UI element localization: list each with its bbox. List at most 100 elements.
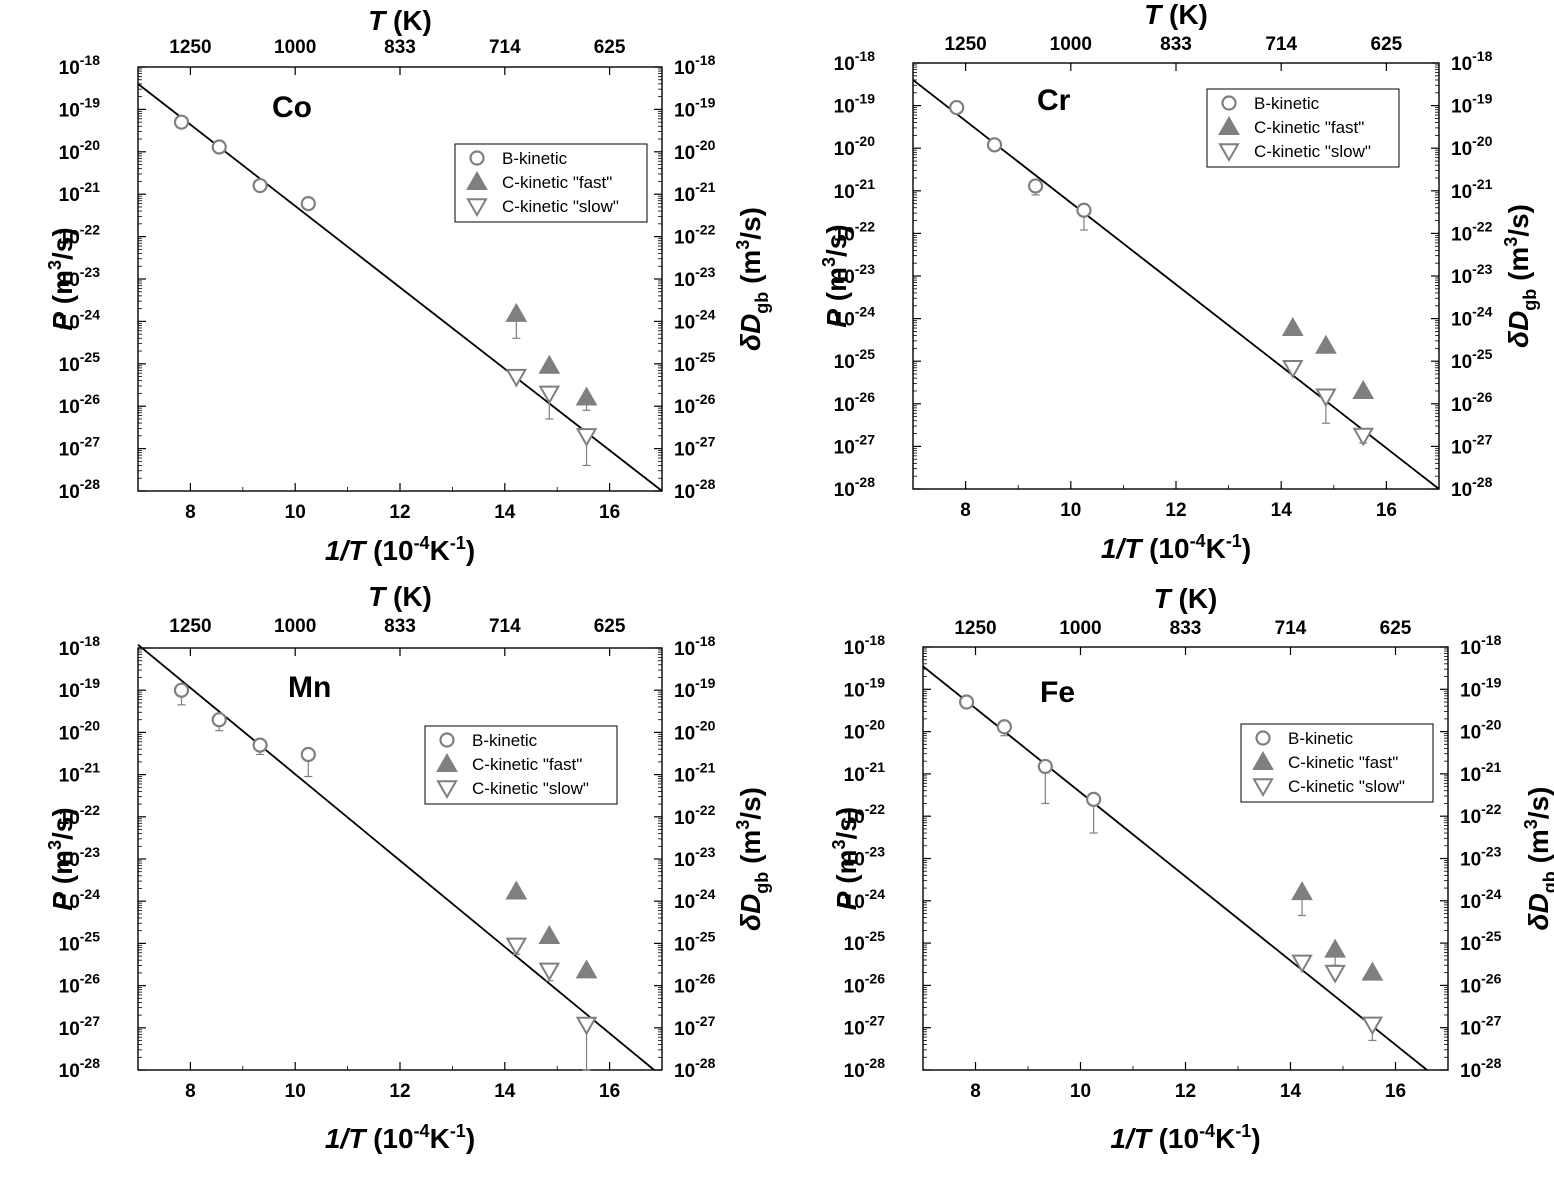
top-tick-label: 833 xyxy=(384,616,416,637)
data-point xyxy=(538,924,561,944)
y-tick-label: 10-23 xyxy=(59,844,101,871)
y2-tick-label: 10-23 xyxy=(674,844,716,871)
y2-tick-label: 10-21 xyxy=(1451,176,1493,203)
y-tick-label: 10-28 xyxy=(59,1055,101,1082)
y-tick-label: 10-27 xyxy=(59,1013,101,1040)
top-tick-label: 625 xyxy=(594,37,626,58)
panel-mn: Mn 10-18 10-18 10-19 10-19 10-20 10-20 10-21 10… xyxy=(45,581,772,1154)
y-axis-title: P (m3/s) xyxy=(45,807,78,910)
y2-tick-label: 10-26 xyxy=(1460,970,1502,997)
x-tick-label: 14 xyxy=(1271,500,1293,521)
data-point xyxy=(575,1016,598,1036)
y-tick-label: 10-21 xyxy=(59,760,101,787)
data-point xyxy=(1315,388,1337,408)
legend-label: C-kinetic "slow" xyxy=(1254,142,1371,161)
y2-tick-label: 10-28 xyxy=(1451,474,1493,501)
x-tick-label: 14 xyxy=(494,502,516,523)
y2-tick-label: 10-25 xyxy=(674,928,716,955)
panel-title: Fe xyxy=(1040,676,1075,709)
x-tick-label: 8 xyxy=(185,1081,196,1102)
y2-tick-label: 10-23 xyxy=(1451,261,1493,288)
fit-line xyxy=(137,83,663,492)
x-tick-label: 8 xyxy=(970,1081,981,1102)
legend-marker xyxy=(466,198,488,218)
legend-marker xyxy=(1252,750,1274,770)
legend-marker xyxy=(436,780,458,800)
top-axis-title: T (K) xyxy=(368,581,432,612)
y2-axis-title: δDgb (m3/s) xyxy=(1501,204,1540,348)
data-point xyxy=(538,354,561,374)
top-axis-title: T (K) xyxy=(1144,0,1208,30)
panel-title: Cr xyxy=(1037,84,1071,117)
top-tick-label: 1250 xyxy=(954,618,996,639)
y2-tick-label: 10-28 xyxy=(674,476,716,503)
y-tick-label: 10-21 xyxy=(59,179,101,206)
top-tick-label: 1000 xyxy=(1059,618,1101,639)
legend-box xyxy=(454,143,648,223)
y2-tick-label: 10-25 xyxy=(674,349,716,376)
y2-tick-label: 10-20 xyxy=(674,137,716,164)
y2-tick-label: 10-27 xyxy=(1460,1013,1502,1040)
legend-label: C-kinetic "fast" xyxy=(502,173,612,192)
y2-tick-label: 10-22 xyxy=(1460,801,1502,828)
y2-tick-label: 10-24 xyxy=(674,306,716,333)
top-tick-label: 714 xyxy=(1265,34,1297,55)
y2-tick-label: 10-26 xyxy=(674,971,716,998)
x-axis-title: 1/T (10-4K-1) xyxy=(1110,1121,1260,1154)
x-tick-label: 14 xyxy=(494,1081,516,1102)
y2-tick-label: 10-20 xyxy=(674,717,716,744)
legend-marker xyxy=(466,170,488,190)
y-tick-label: 10-20 xyxy=(59,137,101,164)
top-tick-label: 714 xyxy=(489,616,521,637)
legend-label: C-kinetic "slow" xyxy=(472,779,589,798)
legend-marker xyxy=(436,752,458,772)
series-2 xyxy=(505,368,598,467)
y2-tick-label: 10-26 xyxy=(1451,389,1493,416)
data-point xyxy=(1027,178,1044,194)
y2-tick-label: 10-18 xyxy=(674,633,716,660)
y-axis-title: P (m3/s) xyxy=(819,224,852,327)
top-tick-label: 1250 xyxy=(944,34,986,55)
data-point xyxy=(1291,881,1313,901)
data-point xyxy=(538,962,561,982)
legend-label: C-kinetic "fast" xyxy=(1288,753,1398,772)
series-0 xyxy=(173,682,316,778)
y-tick-label: 10-27 xyxy=(844,1013,886,1040)
legend-marker xyxy=(1252,778,1274,798)
data-point xyxy=(505,880,528,900)
legend-label: B-kinetic xyxy=(502,149,568,168)
legend-label: C-kinetic "fast" xyxy=(1254,118,1364,137)
y-tick-label: 10-19 xyxy=(59,94,101,121)
y2-axis-title: δDgb (m3/s) xyxy=(733,787,772,931)
series-0 xyxy=(958,694,1102,834)
legend-marker xyxy=(1255,730,1271,746)
panel-title: Co xyxy=(272,91,312,124)
y2-tick-label: 10-27 xyxy=(1451,431,1493,458)
data-point xyxy=(505,368,528,388)
y-tick-label: 10-25 xyxy=(834,346,876,373)
top-tick-label: 714 xyxy=(1275,618,1307,639)
y2-tick-label: 10-22 xyxy=(674,802,716,829)
series-1 xyxy=(505,302,598,411)
x-tick-label: 8 xyxy=(185,502,196,523)
x-axis-title: 1/T (10-4K-1) xyxy=(325,533,475,566)
legend-box xyxy=(1206,88,1400,168)
series-1 xyxy=(1281,317,1375,399)
top-tick-label: 625 xyxy=(1380,618,1412,639)
data-point xyxy=(252,177,268,194)
y-axis-title: P (m3/s) xyxy=(829,807,862,910)
legend: B-kinetic C-kinetic "fast" C-kinetic "slow… xyxy=(454,143,648,223)
y-tick-label: 10-24 xyxy=(59,306,101,333)
data-point xyxy=(1361,1016,1384,1036)
legend-box xyxy=(424,725,618,805)
y2-tick-label: 10-21 xyxy=(674,179,716,206)
y-tick-label: 10-22 xyxy=(844,801,886,828)
data-point xyxy=(1352,379,1375,399)
data-point xyxy=(505,302,528,322)
y-tick-label: 10-18 xyxy=(834,48,876,75)
data-point xyxy=(300,196,316,212)
data-point xyxy=(1281,317,1304,337)
y2-tick-label: 10-18 xyxy=(674,52,716,79)
y2-tick-label: 10-27 xyxy=(674,1013,716,1040)
